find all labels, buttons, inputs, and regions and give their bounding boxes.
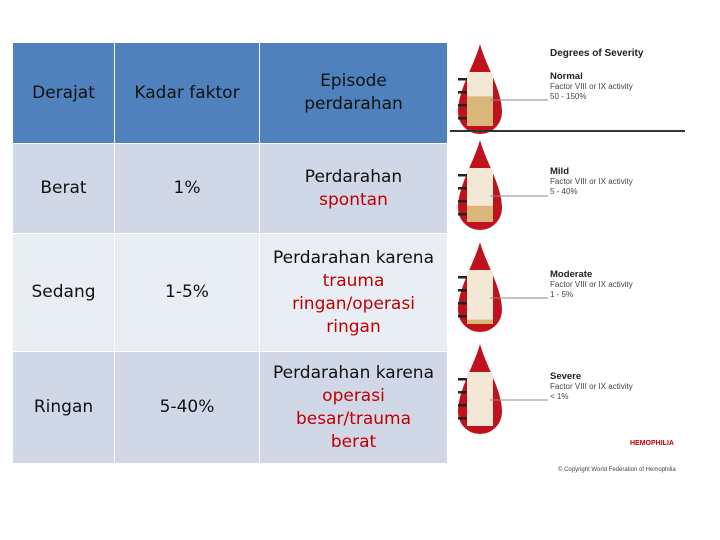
episode-text: Perdarahan karena — [272, 247, 434, 268]
scale-tick — [458, 78, 467, 81]
level-label-normal: Normal Factor VIII or IX activity 50 - 150… — [550, 71, 633, 102]
separator-line — [450, 130, 685, 132]
episode-text: Perdarahan — [304, 166, 403, 187]
cell-episode: Perdarahan karena operasi besar/trauma be… — [259, 351, 448, 464]
scale-tick — [458, 187, 467, 190]
drop-inner-area — [467, 270, 493, 324]
severity-figure: Degrees of Severity Normal Factor VIII or… — [450, 42, 690, 482]
scale-tick — [458, 289, 467, 292]
table-header-row: Derajat Kadar faktor Episode perdarahan — [12, 42, 448, 144]
cell-derajat: Sedang — [12, 233, 115, 352]
table-row: Berat 1% Perdarahan spontan — [12, 143, 448, 234]
scale-tick — [458, 200, 467, 203]
level-label-moderate: Moderate Factor VIII or IX activity 1 - 5% — [550, 269, 633, 300]
scale-tick — [458, 391, 467, 394]
cell-episode: Perdarahan spontan — [259, 143, 448, 234]
scale-tick — [458, 404, 467, 407]
cell-derajat: Berat — [12, 143, 115, 234]
scale-tick — [458, 417, 467, 420]
header-kadar-faktor: Kadar faktor — [114, 42, 260, 144]
header-derajat: Derajat — [12, 42, 115, 144]
hemophilia-logo: HEMOPHILIA — [630, 440, 674, 447]
scale-tick — [458, 302, 467, 305]
episode-text: Perdarahan karena — [272, 362, 434, 383]
cell-episode: Perdarahan karena trauma ringan/operasi r… — [259, 233, 448, 352]
factor-level-fill — [467, 319, 493, 324]
scale-tick — [458, 174, 467, 177]
table-row: Sedang 1-5% Perdarahan karena trauma ring… — [12, 233, 448, 352]
scale-tick — [458, 276, 467, 279]
scale-tick — [458, 315, 467, 318]
cell-kadar: 1% — [114, 143, 260, 234]
factor-level-fill — [467, 96, 493, 126]
table-row: Ringan 5-40% Perdarahan karena operasi be… — [12, 351, 448, 464]
figure-title: Degrees of Severity — [550, 48, 644, 59]
scale-tick — [458, 91, 467, 94]
episode-highlight: spontan — [319, 189, 388, 210]
level-label-severe: Severe Factor VIII or IX activity < 1% — [550, 371, 633, 402]
copyright-text: © Copyright World Federation of Hemophil… — [558, 467, 676, 473]
blood-drops-graphic — [450, 44, 685, 434]
scale-tick — [458, 104, 467, 107]
header-episode: Episode perdarahan — [259, 42, 448, 144]
episode-highlight: operasi besar/trauma berat — [295, 385, 412, 452]
cell-kadar: 5-40% — [114, 351, 260, 464]
scale-tick — [458, 213, 467, 216]
scale-tick — [458, 378, 467, 381]
cell-derajat: Ringan — [12, 351, 115, 464]
severity-table: Derajat Kadar faktor Episode perdarahan … — [12, 42, 448, 464]
cell-kadar: 1-5% — [114, 233, 260, 352]
factor-level-fill — [467, 205, 493, 222]
episode-highlight: trauma ringan/operasi ringan — [292, 270, 415, 337]
level-label-mild: Mild Factor VIII or IX activity 5 - 40% — [550, 166, 633, 197]
drop-inner-area — [467, 372, 493, 426]
scale-tick — [458, 117, 467, 120]
